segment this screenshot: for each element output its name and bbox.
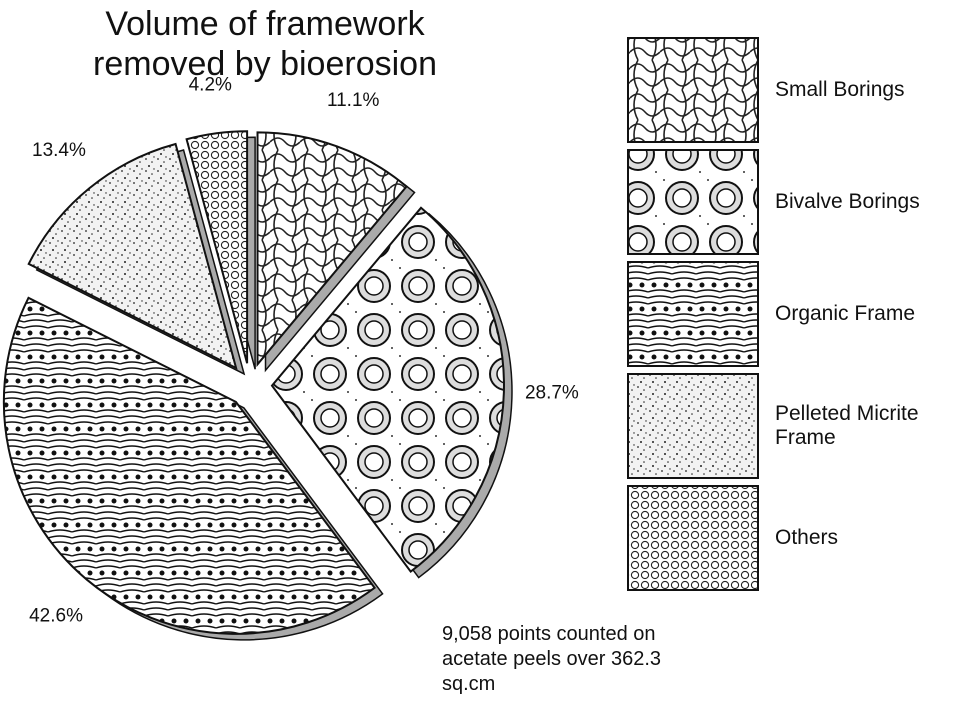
legend-label: Small Borings <box>775 78 905 101</box>
legend-label: Pelleted Micrite Frame <box>775 402 919 449</box>
legend-swatch <box>627 149 759 255</box>
legend-swatch <box>627 261 759 367</box>
legend-label: Bivalve Borings <box>775 190 920 213</box>
legend-swatch <box>627 373 759 479</box>
legend-label: Organic Frame <box>775 302 916 325</box>
slice <box>27 142 238 370</box>
value-label: 13.4% <box>32 140 86 161</box>
slice <box>256 131 408 368</box>
slice <box>2 296 376 635</box>
value-label: 42.6% <box>29 605 83 626</box>
legend-swatch <box>627 37 759 143</box>
value-label: 28.7% <box>525 383 579 404</box>
slice <box>270 206 505 573</box>
legend-label: Others <box>775 526 839 549</box>
annotation: 9,058 points counted on acetate peels ov… <box>442 623 662 695</box>
value-label: 4.2% <box>189 75 232 96</box>
chart-title: Volume of framework removed by bioerosio… <box>93 5 437 83</box>
slice <box>185 130 249 364</box>
value-label: 11.1% <box>327 90 380 111</box>
legend-swatch <box>627 485 759 591</box>
